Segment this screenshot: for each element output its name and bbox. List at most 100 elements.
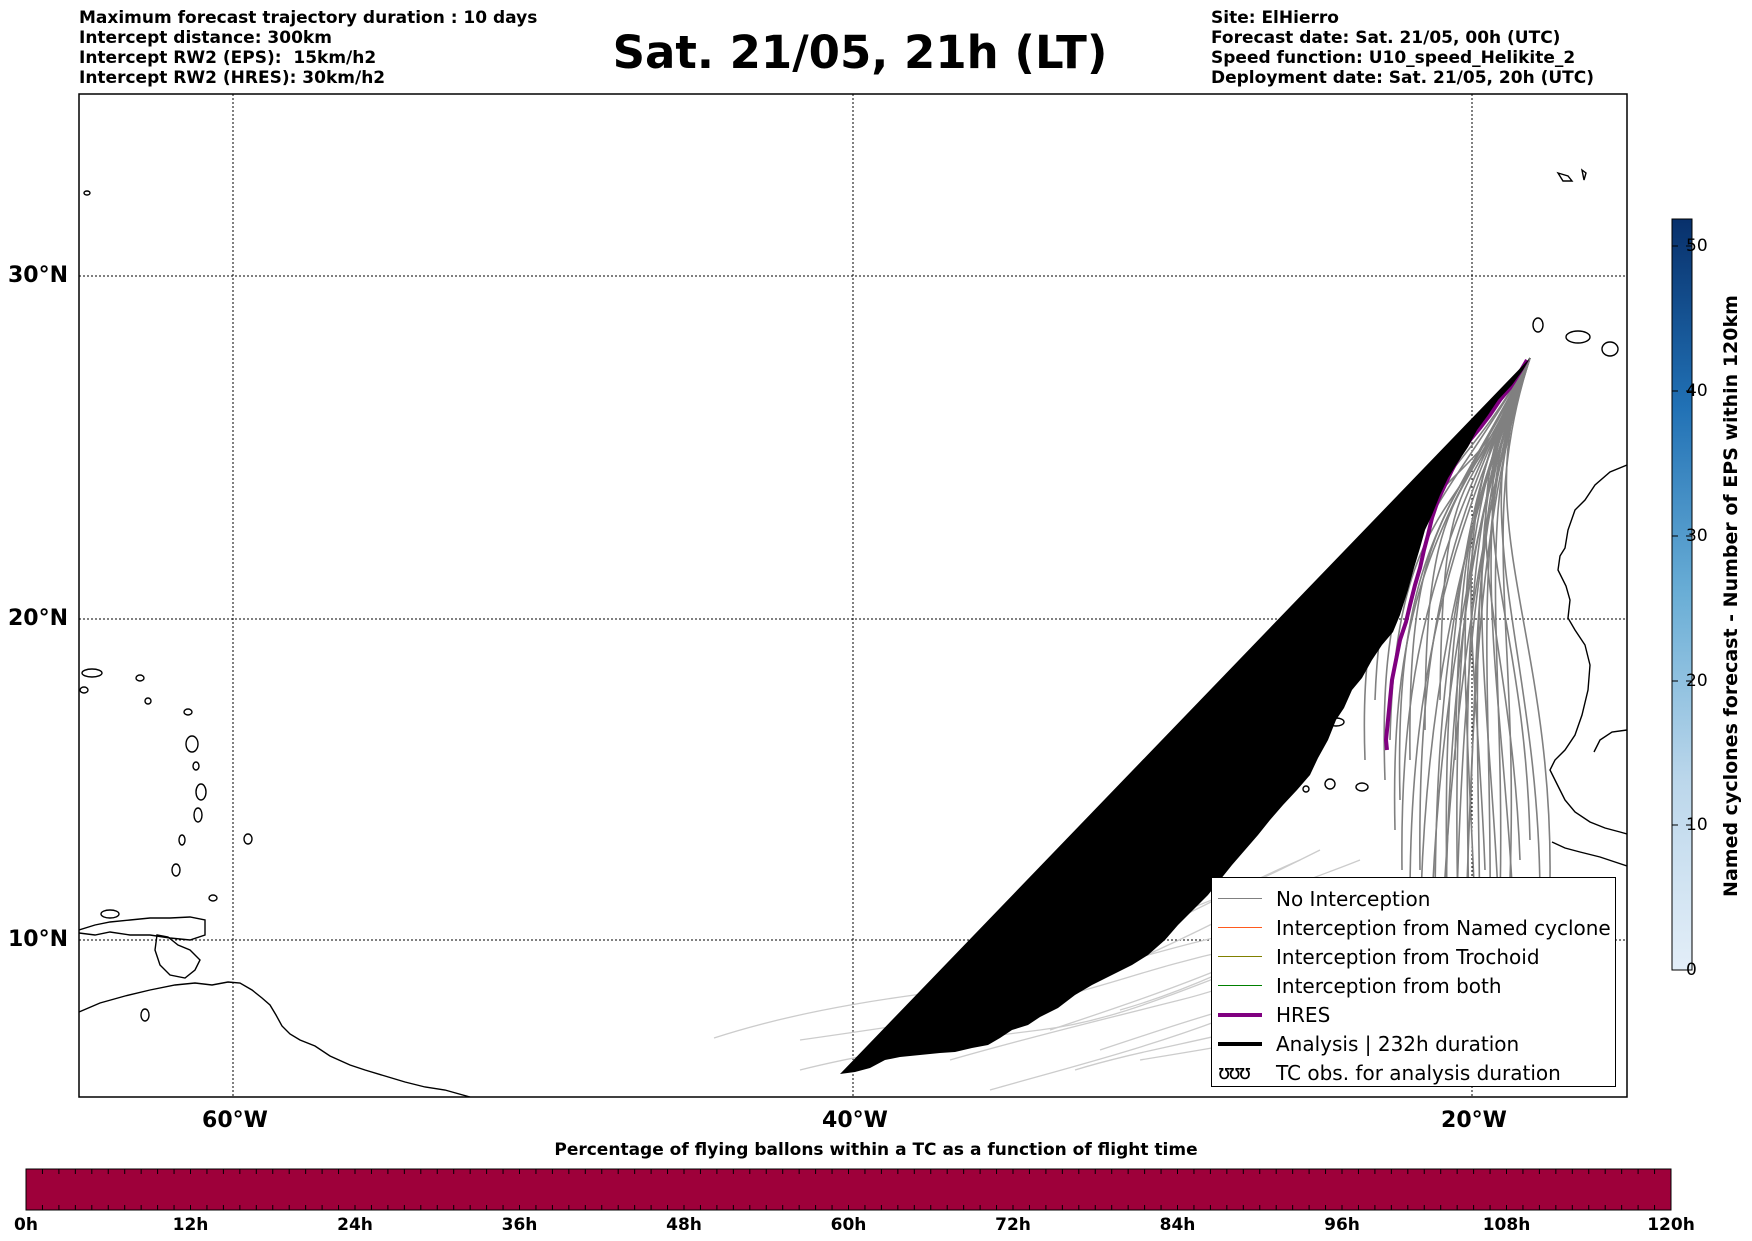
island-virgin-1 [81, 668, 103, 678]
ensemble-track [1500, 357, 1541, 901]
coast-south-america [79, 981, 471, 1097]
legend-label: No Interception [1276, 887, 1431, 911]
island-tenerife [1532, 317, 1544, 333]
ensemble-track [1505, 357, 1551, 881]
legend-swatch [1218, 956, 1262, 957]
bottom-colorbar-tick-label: 24h [337, 1215, 373, 1235]
right-colorbar-tick-20: 20 [1686, 671, 1708, 691]
ensemble-track [1490, 357, 1531, 971]
header-right-line-2: Forecast date: Sat. 21/05, 00h (UTC) [1211, 28, 1561, 48]
island-st-vincent [178, 834, 186, 846]
island-tobago [208, 894, 218, 902]
lon-label-20w: 20°W [1441, 1108, 1507, 1133]
island-porto-santo [1580, 168, 1587, 181]
island-curacao [100, 909, 120, 919]
island-antigua [183, 708, 193, 716]
ensemble-track [1409, 357, 1531, 761]
island-cape-verde-3 [1355, 782, 1369, 792]
lon-label-40w: 40°W [822, 1108, 888, 1133]
ensemble-track [1502, 357, 1531, 881]
island-lanzarote [1565, 330, 1591, 344]
islands [79, 168, 1619, 1022]
bottom-colorbar-tick-label: 120h [1647, 1215, 1695, 1235]
legend-swatch [1218, 1042, 1262, 1046]
legend-swatch [1218, 985, 1262, 986]
bottom-colorbar-tick-label: 96h [1324, 1215, 1360, 1235]
right-colorbar-tick-30: 30 [1686, 526, 1708, 546]
right-colorbar-tick-0: 0 [1686, 960, 1697, 980]
lat-label-20n: 20°N [8, 606, 69, 631]
bottom-colorbar-tick-label: 108h [1482, 1215, 1531, 1235]
bottom-colorbar-tick-label: 48h [666, 1215, 702, 1235]
lon-label-60w: 60°W [202, 1108, 268, 1133]
right-colorbar [1671, 218, 1693, 971]
coastlines [79, 464, 1627, 1097]
legend-item-trochoid: Interception from Trochoid [1212, 944, 1615, 970]
legend-item-hres: HRES [1212, 1002, 1615, 1028]
island-barbados [243, 833, 253, 845]
island-small-1 [140, 1008, 150, 1022]
legend-label: Interception from Trochoid [1276, 945, 1540, 969]
coast-north-venezuela [79, 916, 206, 941]
storm-symbols-icon: ʊʊʊ [1218, 1060, 1251, 1084]
legend-item-both: Interception from both [1212, 973, 1615, 999]
legend-item-no-interception: No Interception [1212, 886, 1615, 912]
island-small-2 [79, 686, 89, 694]
island-bermuda [83, 190, 91, 196]
right-colorbar-label: Named cyclones forecast - Number of EPS … [1720, 295, 1742, 897]
lat-label-10n: 10°N [8, 927, 69, 952]
legend-swatch [1218, 898, 1262, 899]
island-virgin-2 [135, 674, 145, 682]
header-left-line-4: Intercept RW2 (HRES): 30km/h2 [79, 68, 386, 88]
legend-label: HRES [1276, 1003, 1331, 1027]
island-cape-verde-4 [1324, 778, 1336, 790]
header-right-line-3: Speed function: U10_speed_Helikite_2 [1211, 48, 1576, 68]
island-fuerteventura [1601, 341, 1619, 357]
bottom-colorbar-tick-label: 12h [172, 1215, 209, 1235]
lat-label-30n: 30°N [8, 263, 69, 288]
legend-item-tc-obs: ʊʊʊ TC obs. for analysis duration [1212, 1060, 1615, 1086]
island-guadeloupe [185, 735, 199, 753]
island-dominica [192, 761, 200, 771]
coast-guinea-bight [1551, 841, 1627, 867]
header-left-line-2: Intercept distance: 300km [79, 28, 332, 48]
page-title: Sat. 21/05, 21h (LT) [612, 26, 1108, 79]
island-anguilla [144, 697, 152, 705]
ensemble-track [1469, 357, 1531, 821]
bottom-colorbar-ticks [25, 1169, 1672, 1210]
map-frame [78, 93, 1628, 1098]
bottom-colorbar-tick-label: 36h [501, 1215, 538, 1235]
island-cape-verde-5 [1302, 785, 1310, 793]
right-colorbar-tick-10: 10 [1686, 815, 1708, 835]
map-legend: No Interception Interception from Named … [1211, 877, 1616, 1087]
coast-trinidad [154, 934, 201, 979]
legend-label: TC obs. for analysis duration [1276, 1061, 1561, 1085]
header-right-line-4: Deployment date: Sat. 21/05, 20h (UTC) [1211, 68, 1595, 88]
bottom-colorbar [25, 1168, 1672, 1211]
legend-label: Analysis | 232h duration [1276, 1032, 1520, 1056]
right-colorbar-tick-40: 40 [1686, 381, 1708, 401]
legend-swatch [1218, 1013, 1262, 1017]
island-martinique [195, 783, 207, 801]
legend-item-analysis: Analysis | 232h duration [1212, 1031, 1615, 1057]
island-st-lucia [193, 807, 203, 823]
hres-track [1383, 358, 1529, 751]
header-left-line-1: Maximum forecast trajectory duration : 1… [79, 8, 538, 28]
legend-item-named-cyclone: Interception from Named cyclone [1212, 915, 1615, 941]
island-madeira [1556, 171, 1574, 182]
bottom-colorbar-tick-label: 0h [14, 1215, 38, 1235]
header-left-line-3: Intercept RW2 (EPS): 15km/h2 [79, 48, 377, 68]
right-colorbar-tick-50: 50 [1686, 236, 1708, 256]
header-right-line-1: Site: ElHierro [1211, 8, 1339, 28]
coast-west-africa-north [1593, 729, 1627, 753]
legend-label: Interception from both [1276, 974, 1502, 998]
ensemble-tracks-no-interception [1363, 357, 1551, 1011]
bottom-colorbar-tick-label: 60h [830, 1215, 867, 1235]
right-colorbar-ticks [1672, 245, 1692, 826]
legend-swatch [1218, 927, 1262, 928]
legend-label: Interception from Named cyclone [1276, 916, 1611, 940]
bottom-colorbar-tick-label: 84h [1159, 1215, 1196, 1235]
analysis-track [840, 358, 1530, 1074]
bottom-colorbar-tick-label: 72h [995, 1215, 1031, 1235]
bottom-colorbar-title: Percentage of flying ballons within a TC… [554, 1140, 1198, 1160]
